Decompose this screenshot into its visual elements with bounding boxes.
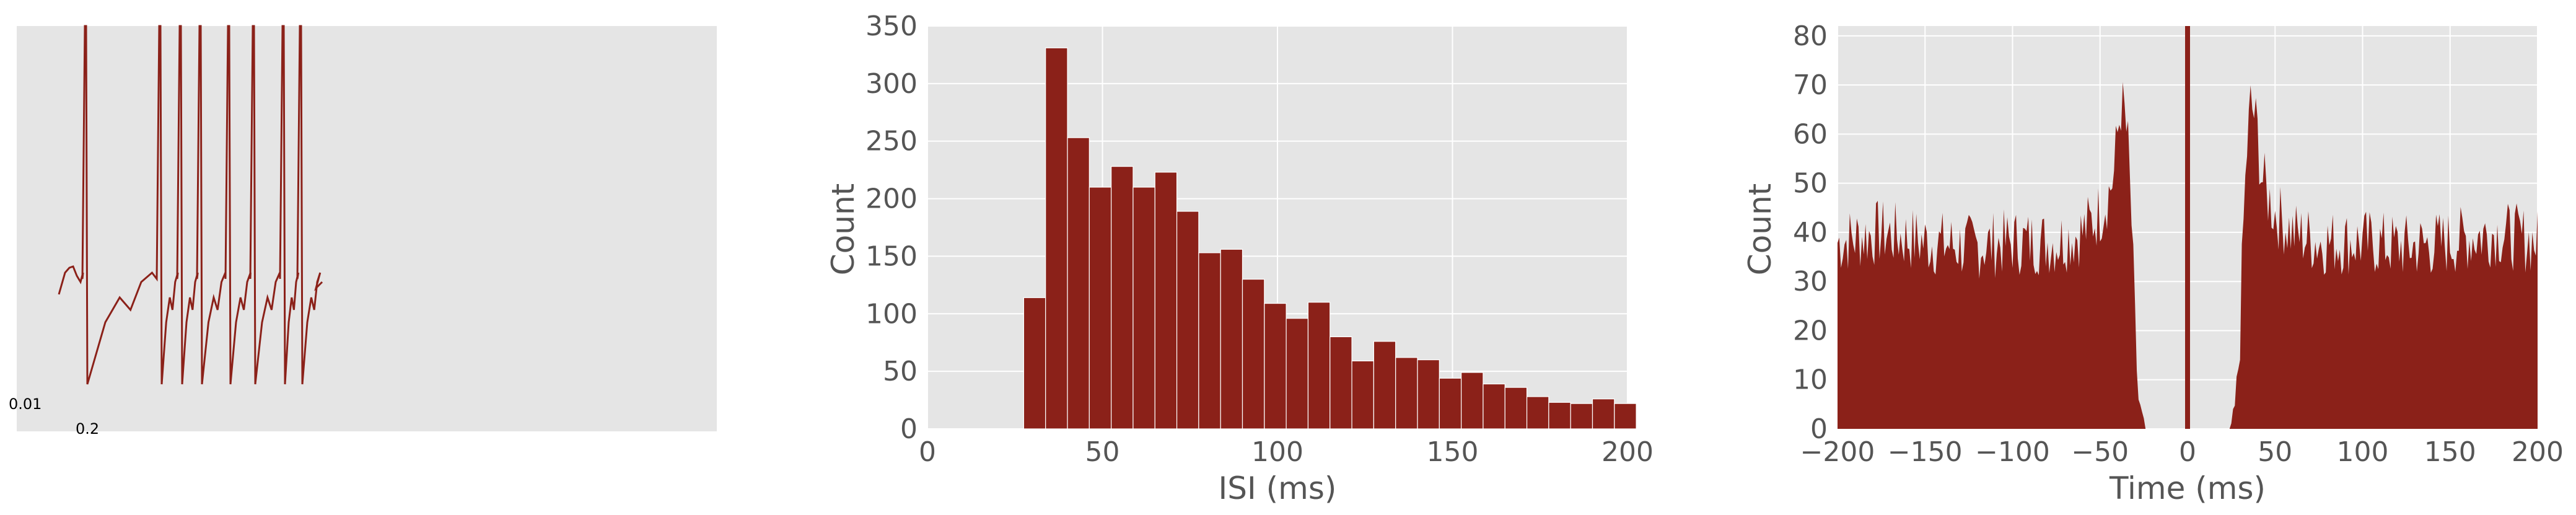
correlogram-x-tick: 150 — [2424, 436, 2476, 468]
isi-bar — [1461, 372, 1484, 429]
isi-bar — [1264, 302, 1287, 429]
isi-y-tick: 50 — [883, 356, 918, 387]
trace-panel: 0.01 0.2 — [9, 25, 717, 438]
isi-bars — [1023, 47, 1637, 429]
isi-bar — [1351, 360, 1374, 429]
isi-y-axis-label: Count — [825, 183, 861, 276]
isi-y-tick: 150 — [865, 240, 918, 272]
isi-y-tick: 0 — [900, 413, 918, 445]
isi-bar — [1089, 187, 1112, 429]
isi-histogram-panel: 0 50 100 150 200 0 50 100 150 200 250 300 350 ISI (… — [825, 11, 1654, 506]
correlogram-x-tick: 0 — [2179, 436, 2196, 468]
isi-bar — [1220, 249, 1243, 429]
correlogram-y-tick: 30 — [1793, 266, 1828, 297]
isi-x-tick: 200 — [1601, 436, 1654, 468]
isi-x-tick: 0 — [919, 436, 936, 468]
correlogram-x-axis-label: Time (ms) — [2109, 470, 2266, 506]
correlogram-center-bar — [2185, 26, 2190, 429]
isi-y-tick: 200 — [865, 183, 918, 215]
isi-bar — [1307, 302, 1331, 429]
scale-bar-y-label: 0.01 — [9, 395, 42, 413]
correlogram-x-tick: −100 — [1975, 436, 2050, 468]
isi-bar — [1439, 377, 1462, 429]
isi-bar — [1176, 211, 1199, 429]
correlogram-x-tick: 100 — [2337, 436, 2389, 468]
correlogram-x-tick: 200 — [2512, 436, 2564, 468]
isi-bar — [1395, 357, 1418, 429]
correlogram-y-tick: 50 — [1793, 168, 1828, 200]
isi-bar — [1483, 383, 1505, 429]
scale-bar-x-label: 0.2 — [76, 420, 99, 438]
isi-y-tick-labels: 0 50 100 150 200 250 300 350 — [865, 11, 918, 445]
correlogram-y-tick: 80 — [1793, 20, 1828, 52]
voltage-trace-line — [58, 25, 323, 385]
correlogram-y-tick: 40 — [1793, 217, 1828, 249]
correlogram-y-tick: 0 — [1810, 413, 1828, 445]
correlogram-x-tick: −200 — [1800, 436, 1875, 468]
isi-bar — [1198, 252, 1221, 429]
isi-bar — [1023, 297, 1046, 429]
isi-bar — [1417, 359, 1440, 429]
isi-bar — [1373, 341, 1396, 429]
correlogram-panel: −200 −150 −100 −50 0 50 100 150 200 0 10 20 30 40 50 6… — [1742, 20, 2564, 506]
correlogram-y-axis-label: Count — [1742, 183, 1778, 276]
trace-panel-background — [17, 26, 717, 431]
correlogram-y-tick: 60 — [1793, 118, 1828, 150]
isi-bar — [1504, 387, 1528, 429]
isi-bar — [1526, 396, 1549, 429]
correlogram-x-tick-labels: −200 −150 −100 −50 0 50 100 150 200 — [1800, 436, 2564, 468]
isi-bar — [1330, 336, 1352, 429]
correlogram-y-tick: 20 — [1793, 315, 1828, 346]
isi-y-tick: 250 — [865, 126, 918, 157]
isi-x-tick: 50 — [1085, 436, 1120, 468]
correlogram-y-tick: 10 — [1793, 364, 1828, 396]
isi-bar — [1154, 172, 1178, 429]
correlogram-x-tick: 50 — [2258, 436, 2292, 468]
isi-x-axis-label: ISI (ms) — [1219, 470, 1337, 506]
correlogram-x-tick: −50 — [2071, 436, 2129, 468]
isi-bar — [1045, 47, 1068, 429]
isi-bar — [1067, 137, 1090, 429]
isi-bar — [1548, 402, 1571, 429]
isi-bar — [1111, 165, 1134, 429]
isi-bar — [1286, 318, 1309, 429]
correlogram-y-tick-labels: 0 10 20 30 40 50 60 70 80 — [1793, 20, 1828, 445]
correlogram-x-tick: −150 — [1888, 436, 1963, 468]
isi-bar — [1614, 403, 1637, 429]
correlogram-y-tick: 70 — [1793, 69, 1828, 101]
isi-y-tick: 300 — [865, 68, 918, 100]
isi-y-tick: 100 — [865, 298, 918, 330]
isi-y-tick: 350 — [865, 11, 918, 42]
isi-bar — [1132, 187, 1155, 429]
correlogram-area — [1838, 82, 2538, 429]
isi-x-tick: 150 — [1427, 436, 1479, 468]
isi-x-tick-labels: 0 50 100 150 200 — [919, 436, 1654, 468]
isi-bar — [1592, 398, 1615, 429]
isi-bar — [1570, 403, 1593, 429]
isi-bar — [1242, 278, 1265, 429]
isi-x-tick: 100 — [1251, 436, 1303, 468]
